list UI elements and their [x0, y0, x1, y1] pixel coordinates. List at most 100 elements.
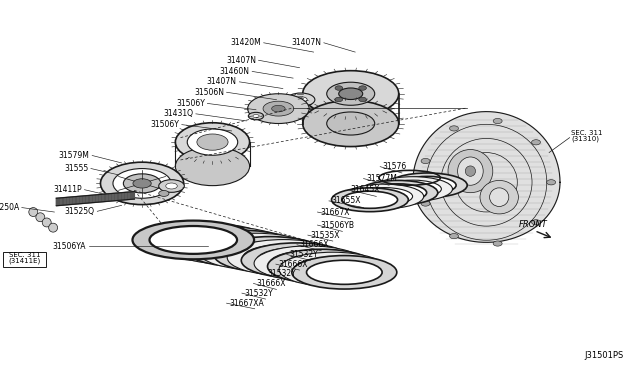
Ellipse shape — [358, 180, 438, 205]
Ellipse shape — [303, 71, 399, 117]
Ellipse shape — [399, 176, 456, 194]
Text: 31535X: 31535X — [310, 231, 340, 240]
Text: 31411P: 31411P — [53, 185, 82, 194]
Text: 31645X: 31645X — [351, 185, 380, 194]
Polygon shape — [56, 192, 134, 206]
Ellipse shape — [384, 180, 442, 198]
Ellipse shape — [248, 94, 309, 124]
Text: 31667XA: 31667XA — [229, 299, 264, 308]
Ellipse shape — [327, 82, 375, 105]
Ellipse shape — [373, 177, 452, 201]
Ellipse shape — [169, 229, 253, 256]
Text: 31579M: 31579M — [59, 151, 90, 160]
Ellipse shape — [200, 235, 284, 262]
Ellipse shape — [493, 118, 502, 124]
Text: 31667X: 31667X — [320, 208, 349, 217]
Ellipse shape — [532, 140, 541, 145]
Ellipse shape — [168, 227, 286, 264]
Ellipse shape — [269, 251, 349, 276]
Ellipse shape — [166, 183, 177, 189]
Text: 31532Y: 31532Y — [244, 289, 273, 298]
Ellipse shape — [458, 157, 483, 185]
Ellipse shape — [294, 257, 371, 282]
Ellipse shape — [214, 238, 298, 264]
Ellipse shape — [152, 224, 270, 261]
Text: (31310): (31310) — [571, 136, 599, 142]
Ellipse shape — [184, 230, 300, 267]
Text: 31555: 31555 — [64, 164, 88, 173]
Text: 31576: 31576 — [383, 162, 407, 171]
Text: 31666X: 31666X — [278, 260, 308, 269]
Ellipse shape — [271, 105, 285, 112]
Text: 31506N: 31506N — [194, 88, 224, 97]
Ellipse shape — [359, 97, 367, 102]
Text: FRONT: FRONT — [518, 220, 547, 229]
Text: 31407N: 31407N — [226, 56, 256, 65]
Ellipse shape — [449, 234, 458, 239]
Ellipse shape — [159, 180, 184, 192]
Ellipse shape — [532, 219, 541, 225]
Ellipse shape — [388, 173, 467, 198]
Ellipse shape — [279, 252, 387, 286]
Text: 315250A: 315250A — [0, 203, 19, 212]
Ellipse shape — [49, 223, 58, 232]
Ellipse shape — [359, 86, 367, 90]
Text: SEC. 311: SEC. 311 — [571, 130, 602, 136]
Ellipse shape — [465, 166, 476, 176]
Ellipse shape — [448, 150, 493, 193]
Ellipse shape — [133, 179, 151, 188]
Ellipse shape — [292, 256, 397, 289]
Text: 31431Q: 31431Q — [163, 109, 193, 118]
Ellipse shape — [29, 208, 38, 217]
Ellipse shape — [198, 233, 314, 270]
Ellipse shape — [307, 260, 382, 284]
Ellipse shape — [342, 191, 397, 208]
Text: 31506Y: 31506Y — [150, 120, 179, 129]
Ellipse shape — [421, 201, 430, 206]
Ellipse shape — [42, 218, 51, 227]
Text: 31460N: 31460N — [220, 67, 250, 76]
Ellipse shape — [113, 169, 172, 198]
Polygon shape — [413, 112, 560, 242]
Text: 31407N: 31407N — [207, 77, 237, 86]
Ellipse shape — [100, 162, 184, 205]
Ellipse shape — [421, 158, 430, 164]
Text: 31666X: 31666X — [300, 240, 329, 249]
Ellipse shape — [287, 93, 315, 106]
Text: 31407N: 31407N — [291, 38, 321, 47]
Ellipse shape — [294, 97, 307, 103]
Ellipse shape — [490, 188, 509, 206]
Ellipse shape — [159, 190, 169, 196]
Ellipse shape — [175, 123, 250, 161]
Ellipse shape — [303, 100, 399, 147]
Ellipse shape — [243, 244, 324, 270]
Ellipse shape — [227, 240, 340, 275]
Ellipse shape — [197, 134, 228, 150]
Text: 31506YA: 31506YA — [53, 242, 86, 251]
Ellipse shape — [185, 232, 269, 259]
Ellipse shape — [335, 97, 342, 102]
Ellipse shape — [449, 126, 458, 131]
Text: 31532Y: 31532Y — [289, 250, 318, 259]
Ellipse shape — [335, 86, 342, 90]
Text: 31577M: 31577M — [366, 174, 397, 183]
Text: 31666X: 31666X — [256, 279, 285, 288]
Ellipse shape — [327, 112, 375, 135]
Ellipse shape — [339, 88, 363, 100]
Ellipse shape — [230, 241, 310, 267]
Ellipse shape — [332, 188, 408, 212]
Ellipse shape — [188, 129, 237, 155]
Ellipse shape — [283, 254, 360, 279]
Ellipse shape — [214, 237, 326, 272]
Ellipse shape — [257, 248, 336, 273]
Ellipse shape — [150, 226, 237, 254]
Ellipse shape — [268, 249, 375, 283]
Text: 31506YB: 31506YB — [320, 221, 354, 230]
Ellipse shape — [344, 184, 424, 209]
Ellipse shape — [241, 243, 351, 278]
Ellipse shape — [493, 241, 502, 246]
Ellipse shape — [124, 174, 161, 193]
Text: 31506Y: 31506Y — [176, 99, 205, 108]
Ellipse shape — [253, 115, 259, 118]
Ellipse shape — [547, 180, 556, 185]
